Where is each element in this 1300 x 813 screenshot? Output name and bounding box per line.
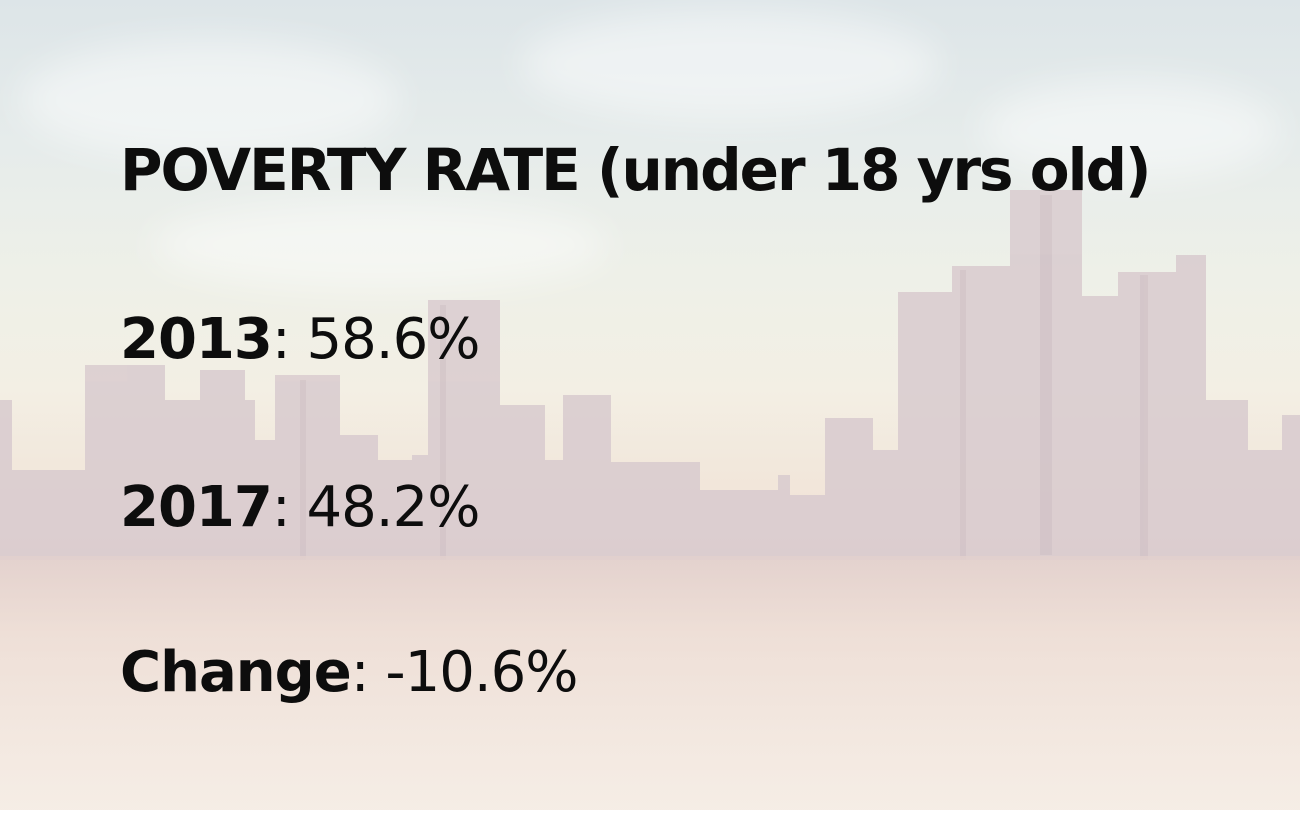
river-water bbox=[0, 556, 1300, 810]
stat-2017: 2017: 48.2% bbox=[120, 475, 481, 540]
page-title: POVERTY RATE (under 18 yrs old) bbox=[120, 136, 1152, 204]
stat-label: Change bbox=[120, 640, 352, 705]
stat-value: -10.6% bbox=[368, 640, 578, 705]
stat-label: 2013 bbox=[120, 307, 273, 372]
stat-change: Change: -10.6% bbox=[120, 640, 578, 705]
stat-label: 2017 bbox=[120, 475, 273, 540]
stat-value: 48.2% bbox=[289, 475, 481, 540]
stat-2013: 2013: 58.6% bbox=[120, 307, 481, 372]
stat-value: 58.6% bbox=[289, 307, 481, 372]
